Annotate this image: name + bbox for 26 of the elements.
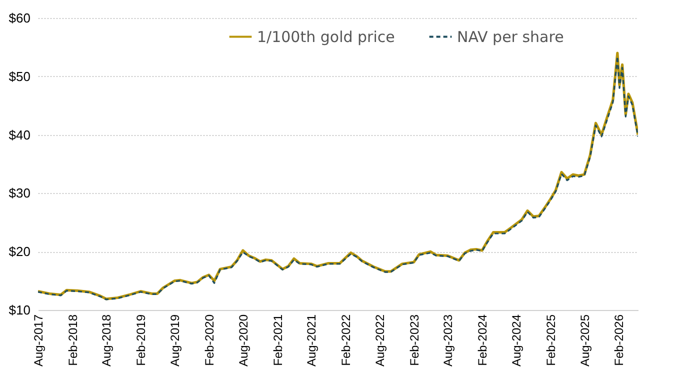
- x-tick-label: Feb-2018: [66, 314, 80, 366]
- x-tick-label: Feb-2020: [202, 314, 216, 366]
- x-tick-label: Feb-2022: [339, 314, 354, 366]
- y-tick-label: $10: [8, 302, 30, 318]
- x-tick-label: Feb-2021: [270, 314, 285, 366]
- x-tick-label: Aug-2017: [32, 314, 46, 367]
- y-tick-label: $40: [8, 127, 30, 142]
- x-tick-label: Aug-2019: [168, 314, 182, 367]
- x-tick-label: Feb-2019: [134, 314, 148, 366]
- y-tick-label: $60: [8, 10, 30, 26]
- y-tick-label: $50: [8, 68, 30, 84]
- x-tick-label: Feb-2024: [476, 314, 490, 366]
- x-tick-label: Aug-2024: [510, 314, 524, 367]
- y-tick-label: $30: [8, 186, 30, 201]
- x-tick-label: Feb-2026: [612, 314, 626, 366]
- x-tick-label: Aug-2025: [578, 314, 592, 367]
- legend-label: NAV per share: [457, 28, 564, 46]
- legend-label: 1/100th gold price: [257, 28, 395, 46]
- x-tick-label: Aug-2018: [100, 314, 114, 367]
- x-tick-label: Aug-2022: [372, 314, 387, 367]
- y-tick-label: $20: [8, 244, 30, 260]
- x-tick-label: Aug-2023: [441, 314, 456, 367]
- x-tick-label: Aug-2020: [236, 314, 250, 367]
- x-tick-label: Aug-2021: [304, 314, 319, 367]
- x-tick-label: Feb-2023: [407, 314, 422, 366]
- x-tick-label: Feb-2025: [544, 314, 558, 366]
